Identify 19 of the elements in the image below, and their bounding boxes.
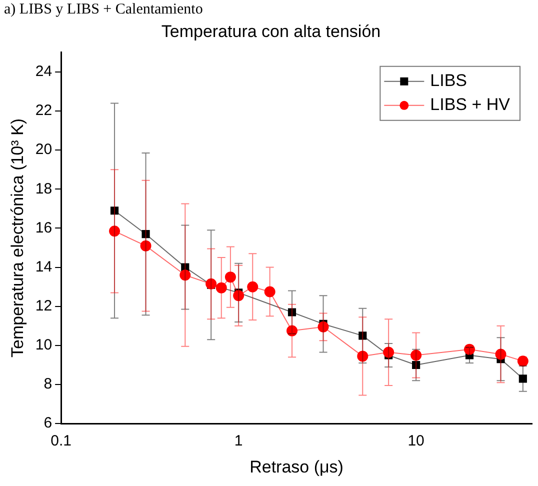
y-tick-label: 12 (35, 298, 52, 315)
x-tick-label: 1 (234, 432, 243, 450)
y-tick-label: 20 (35, 141, 52, 158)
y-tick-label: 24 (35, 63, 52, 80)
x-axis-title: Retraso (μs) (250, 457, 344, 476)
y-axis-title: Temperatura electrónica (10³ K) (8, 118, 27, 358)
y-tick-label: 18 (35, 180, 52, 198)
x-tick-label: 0.1 (50, 432, 72, 450)
y-tick-label: 10 (35, 336, 52, 354)
legend-label: LIBS (430, 71, 468, 90)
y-tick-label: 6 (44, 414, 52, 432)
y-tick-label: 14 (35, 258, 52, 276)
y-tick-label: 16 (35, 219, 52, 236)
y-tick-label: 22 (35, 102, 52, 120)
chart-title: Temperatura con alta tensión (161, 22, 381, 41)
y-tick-label: 8 (44, 376, 52, 393)
legend-label: LIBS + HV (430, 95, 511, 114)
x-tick-label: 10 (408, 432, 424, 450)
text: a) LIBS y LIBS + Calentamiento (4, 1, 203, 18)
